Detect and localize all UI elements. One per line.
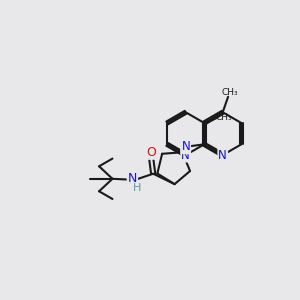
Text: N: N — [128, 172, 137, 185]
Text: N: N — [218, 148, 227, 162]
Text: N: N — [181, 148, 190, 162]
Text: CH₃: CH₃ — [216, 113, 232, 122]
Text: N: N — [182, 140, 190, 153]
Text: H: H — [133, 183, 142, 193]
Text: O: O — [146, 146, 156, 159]
Text: CH₃: CH₃ — [221, 88, 238, 98]
